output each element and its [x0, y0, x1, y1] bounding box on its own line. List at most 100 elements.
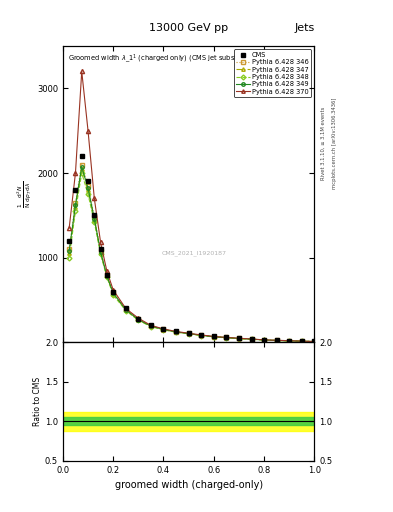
CMS: [105, 271, 109, 278]
Pythia 6.428 346: [186, 330, 191, 336]
Pythia 6.428 347: [86, 187, 90, 193]
Pythia 6.428 370: [199, 332, 204, 338]
CMS: [149, 323, 153, 329]
Line: Pythia 6.428 348: Pythia 6.428 348: [68, 172, 316, 344]
Pythia 6.428 347: [224, 334, 229, 340]
Pythia 6.428 348: [123, 308, 128, 314]
Pythia 6.428 348: [79, 170, 84, 176]
Pythia 6.428 349: [174, 329, 178, 335]
Pythia 6.428 347: [237, 335, 241, 342]
Pythia 6.428 349: [299, 338, 304, 344]
Pythia 6.428 347: [186, 331, 191, 337]
CMS: [249, 336, 254, 342]
Pythia 6.428 370: [224, 334, 229, 340]
Pythia 6.428 346: [262, 337, 266, 343]
Pythia 6.428 349: [73, 202, 78, 208]
X-axis label: groomed width (charged-only): groomed width (charged-only): [115, 480, 263, 490]
Pythia 6.428 349: [105, 273, 109, 279]
Pythia 6.428 370: [274, 337, 279, 344]
Pythia 6.428 347: [287, 338, 292, 344]
Pythia 6.428 346: [105, 272, 109, 279]
Pythia 6.428 346: [299, 338, 304, 344]
Pythia 6.428 347: [199, 332, 204, 338]
Pythia 6.428 347: [312, 338, 317, 345]
CMS: [262, 337, 266, 343]
Pythia 6.428 370: [98, 240, 103, 246]
Pythia 6.428 370: [262, 337, 266, 343]
Pythia 6.428 370: [249, 336, 254, 342]
CMS: [98, 246, 103, 252]
Pythia 6.428 348: [67, 254, 72, 261]
Pythia 6.428 347: [161, 327, 166, 333]
Pythia 6.428 349: [67, 248, 72, 254]
Pythia 6.428 370: [312, 338, 317, 345]
CMS: [274, 337, 279, 343]
Pythia 6.428 348: [186, 331, 191, 337]
Pythia 6.428 346: [312, 338, 317, 345]
Pythia 6.428 347: [211, 334, 216, 340]
CMS: [224, 334, 229, 340]
Pythia 6.428 349: [186, 331, 191, 337]
Pythia 6.428 348: [136, 317, 141, 324]
Pythia 6.428 348: [249, 336, 254, 343]
Pythia 6.428 347: [249, 336, 254, 342]
Pythia 6.428 347: [299, 338, 304, 344]
Line: CMS: CMS: [68, 155, 316, 343]
Pythia 6.428 349: [237, 335, 241, 342]
Pythia 6.428 349: [136, 316, 141, 323]
Pythia 6.428 346: [161, 326, 166, 332]
Pythia 6.428 347: [136, 317, 141, 323]
Pythia 6.428 349: [98, 249, 103, 255]
Pythia 6.428 370: [237, 335, 241, 342]
Pythia 6.428 370: [136, 315, 141, 321]
Pythia 6.428 348: [299, 338, 304, 345]
Pythia 6.428 346: [237, 335, 241, 342]
CMS: [287, 337, 292, 344]
Legend: CMS, Pythia 6.428 346, Pythia 6.428 347, Pythia 6.428 348, Pythia 6.428 349, Pyt: CMS, Pythia 6.428 346, Pythia 6.428 347,…: [234, 50, 311, 97]
Pythia 6.428 370: [73, 170, 78, 176]
Pythia 6.428 347: [274, 337, 279, 344]
Pythia 6.428 348: [199, 332, 204, 338]
CMS: [211, 333, 216, 339]
Pythia 6.428 370: [92, 196, 97, 202]
Line: Pythia 6.428 370: Pythia 6.428 370: [67, 70, 316, 344]
CMS: [136, 315, 141, 322]
Pythia 6.428 346: [79, 161, 84, 167]
Pythia 6.428 347: [123, 307, 128, 313]
Pythia 6.428 349: [111, 290, 116, 296]
Pythia 6.428 370: [186, 330, 191, 336]
CMS: [92, 212, 97, 219]
Pythia 6.428 349: [211, 334, 216, 340]
Pythia 6.428 347: [98, 249, 103, 255]
Pythia 6.428 346: [136, 316, 141, 323]
Pythia 6.428 370: [161, 326, 166, 332]
Text: Jets: Jets: [294, 23, 314, 33]
CMS: [174, 328, 178, 334]
Pythia 6.428 346: [123, 306, 128, 312]
Pythia 6.428 346: [199, 332, 204, 338]
Pythia 6.428 346: [224, 334, 229, 340]
Pythia 6.428 346: [98, 248, 103, 254]
Pythia 6.428 346: [92, 214, 97, 220]
CMS: [73, 187, 78, 193]
Pythia 6.428 349: [249, 336, 254, 342]
Pythia 6.428 370: [287, 337, 292, 344]
Pythia 6.428 348: [149, 324, 153, 330]
Pythia 6.428 349: [262, 337, 266, 343]
Pythia 6.428 347: [105, 273, 109, 280]
CMS: [86, 178, 90, 184]
Pythia 6.428 349: [287, 338, 292, 344]
Pythia 6.428 349: [224, 334, 229, 340]
Pythia 6.428 349: [149, 323, 153, 329]
Text: Rivet 3.1.10, ≥ 3.1M events: Rivet 3.1.10, ≥ 3.1M events: [320, 106, 325, 180]
Pythia 6.428 349: [86, 185, 90, 191]
CMS: [67, 238, 72, 244]
Pythia 6.428 347: [73, 204, 78, 210]
Pythia 6.428 346: [249, 336, 254, 342]
Pythia 6.428 346: [274, 337, 279, 344]
Pythia 6.428 348: [224, 335, 229, 341]
CMS: [161, 326, 166, 332]
Pythia 6.428 349: [161, 326, 166, 332]
Pythia 6.428 349: [123, 307, 128, 313]
CMS: [79, 153, 84, 159]
